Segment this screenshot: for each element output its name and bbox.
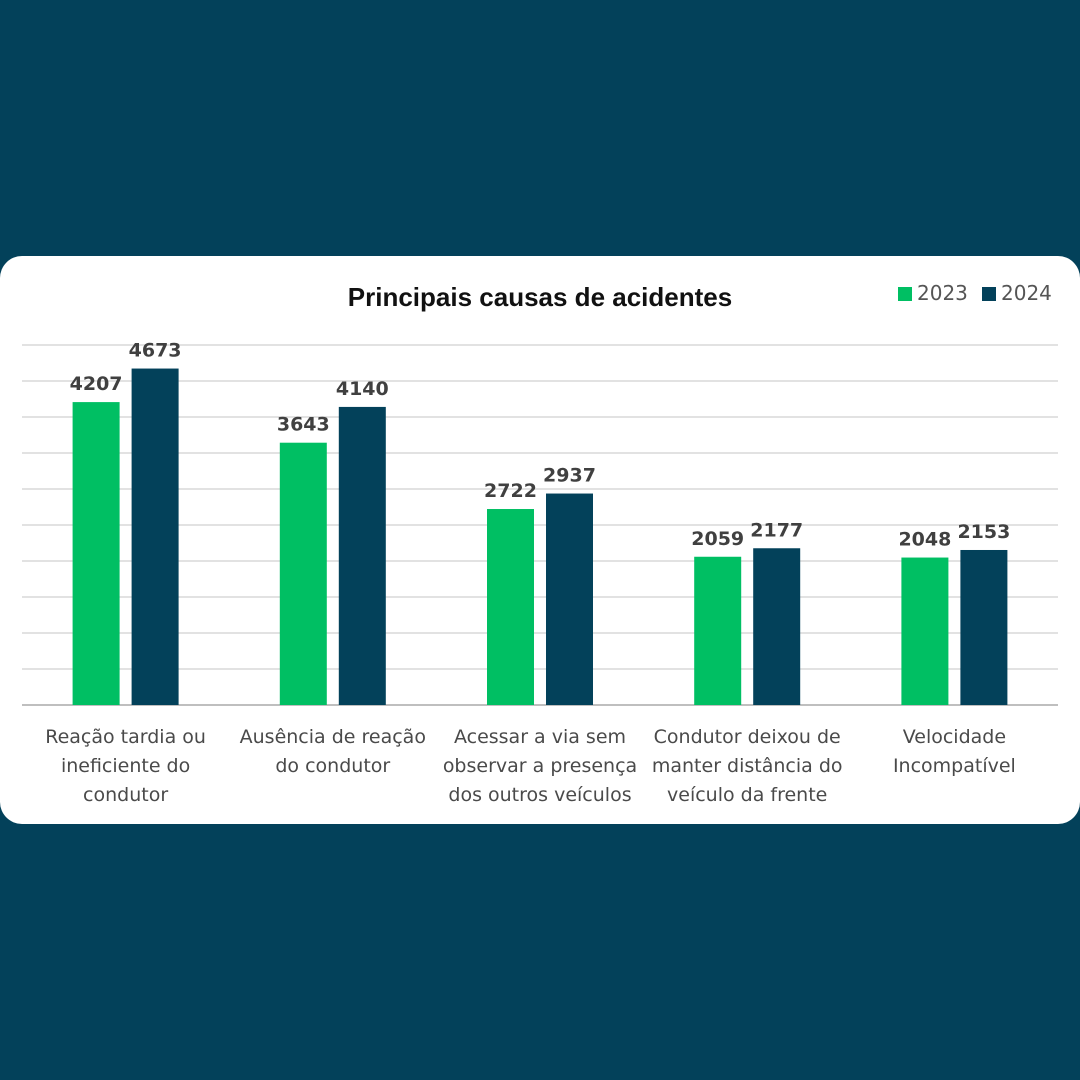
bar-2023-4	[694, 556, 742, 705]
bar-2024-5	[960, 549, 1008, 705]
bar-chart: Principais causas de acidentes 2023 2024…	[22, 281, 1058, 806]
value-labels: 4207 4673 3643 4140 2722 2937 2059 2177 2048 2153	[70, 340, 1011, 551]
bars	[72, 368, 1008, 705]
category-label-2-line-2: do condutor	[275, 755, 390, 777]
category-labels: Reação tardia ou ineficiente do condutor Au…	[45, 726, 1016, 806]
value-label-2023-5: 2048	[898, 529, 951, 551]
bar-2023-5	[901, 557, 949, 705]
bar-2023-1	[72, 402, 120, 705]
legend-swatch-2023	[898, 287, 912, 301]
category-label-5-line-1: Velocidade	[903, 726, 1006, 748]
category-label-1-line-1: Reação tardia ou	[45, 726, 206, 748]
legend-label-2023: 2023	[917, 281, 968, 305]
value-label-2024-2: 4140	[336, 378, 389, 400]
category-label-1-line-2: ineficiente do	[61, 755, 190, 777]
category-label-2-line-1: Ausência de reação	[240, 726, 426, 748]
legend-swatch-2024	[982, 287, 996, 301]
value-label-2024-3: 2937	[543, 465, 596, 487]
bar-2024-2	[338, 406, 386, 705]
value-label-2023-1: 4207	[70, 373, 123, 395]
bar-2024-3	[546, 493, 593, 705]
bar-2024-1	[131, 368, 179, 705]
category-label-4-line-2: manter distância do	[652, 755, 843, 777]
category-label-5-line-2: Incompatível	[893, 755, 1016, 777]
legend: 2023 2024	[898, 281, 1052, 305]
chart-title: Principais causas de acidentes	[348, 282, 732, 312]
category-label-3-line-1: Acessar a via sem	[454, 726, 626, 748]
category-label-4-line-1: Condutor deixou de	[654, 726, 841, 748]
category-label-3-line-3: dos outros veículos	[448, 784, 631, 806]
value-label-2024-5: 2153	[957, 521, 1010, 543]
gridlines	[22, 344, 1058, 706]
category-label-1-line-3: condutor	[83, 784, 168, 806]
value-label-2023-2: 3643	[277, 414, 330, 436]
bar-2024-4	[753, 548, 801, 705]
legend-label-2024: 2024	[1001, 281, 1052, 305]
value-label-2024-4: 2177	[750, 519, 803, 541]
value-label-2023-3: 2722	[484, 480, 537, 502]
category-label-3-line-2: observar a presença	[443, 755, 637, 777]
value-label-2024-1: 4673	[129, 340, 182, 362]
bar-2023-2	[279, 442, 327, 705]
chart-card: Principais causas de acidentes 2023 2024…	[0, 256, 1080, 824]
category-label-4-line-3: veículo da frente	[667, 784, 827, 806]
value-label-2023-4: 2059	[691, 528, 744, 550]
bar-2023-3	[487, 509, 534, 705]
